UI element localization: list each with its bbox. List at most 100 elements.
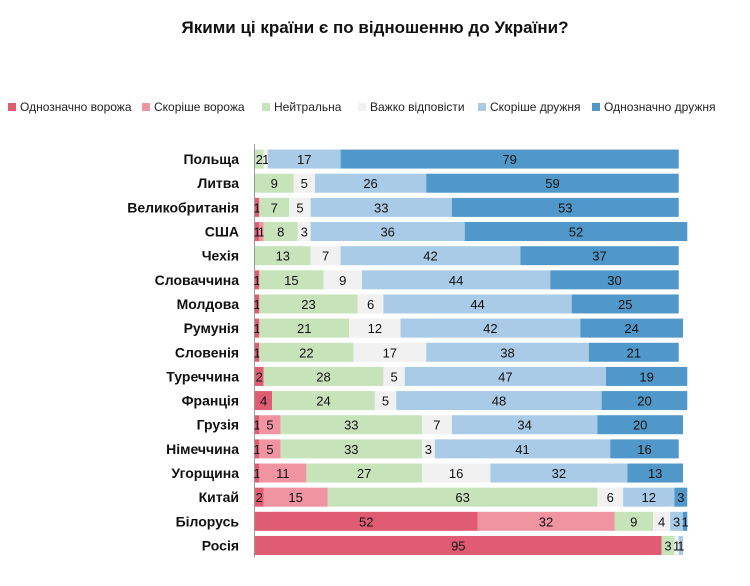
legend-swatch — [592, 102, 600, 111]
data-label: 1 — [254, 200, 261, 215]
bar-segment — [259, 197, 290, 217]
bar-segment — [610, 439, 679, 459]
data-label: 37 — [592, 249, 606, 264]
data-label: 9 — [271, 176, 278, 191]
bar-segment — [477, 511, 615, 531]
bar-segment — [383, 366, 405, 386]
data-label: 1 — [254, 418, 261, 433]
data-label: 33 — [374, 200, 388, 215]
bar-segment — [255, 197, 260, 217]
data-label: 7 — [271, 200, 278, 215]
bar-segment — [340, 149, 679, 169]
category-label: Румунія — [184, 320, 239, 336]
data-label: 48 — [492, 394, 506, 409]
data-label: 27 — [357, 466, 371, 481]
data-label: 15 — [288, 490, 302, 505]
bar-segment — [263, 149, 268, 169]
bar-segment — [310, 222, 465, 242]
bar-segment — [426, 342, 589, 362]
bar-segment — [259, 342, 354, 362]
bar-segment — [357, 294, 384, 314]
legend-label: Однозначно ворожа — [20, 100, 132, 114]
bar-segment — [314, 173, 427, 193]
bar-segment — [421, 415, 452, 435]
data-label: 11 — [276, 466, 290, 481]
bar-segment — [588, 342, 679, 362]
data-label: 42 — [423, 249, 437, 264]
category-label: Словаччина — [155, 272, 240, 288]
data-label: 4 — [260, 394, 267, 409]
bar-segment — [396, 391, 602, 411]
bar-segment — [310, 246, 341, 266]
data-label: 24 — [624, 321, 638, 336]
data-label: 3 — [425, 442, 432, 457]
legend-item: Важко відповісти — [358, 99, 465, 115]
bar-segment — [263, 487, 328, 507]
bar-segment — [400, 318, 581, 338]
data-label: 15 — [284, 273, 298, 288]
bar-segment — [255, 439, 260, 459]
data-label: 1 — [682, 514, 689, 529]
bar-segment — [263, 222, 298, 242]
bar-segment — [280, 415, 422, 435]
category-label: Угорщина — [171, 465, 239, 481]
data-label: 1 — [254, 225, 261, 240]
data-label: 12 — [368, 321, 382, 336]
chart-title: Якими ці країни є по відношенню до Украї… — [181, 18, 569, 37]
bar-segment — [259, 270, 324, 290]
data-label: 47 — [498, 369, 512, 384]
bar-segment — [674, 535, 679, 555]
bar-segment — [255, 535, 662, 555]
bar-segment — [383, 294, 572, 314]
bar-segment — [421, 439, 435, 459]
category-label: Словенія — [175, 344, 239, 360]
bar-segment — [490, 463, 628, 483]
bar-segment — [623, 487, 675, 507]
bar-segment — [421, 463, 491, 483]
data-label: 9 — [630, 514, 637, 529]
data-label: 5 — [266, 418, 273, 433]
bar-segment — [451, 415, 598, 435]
category-label: Грузія — [197, 417, 239, 433]
data-label: 5 — [266, 442, 273, 457]
bar-segment — [571, 294, 679, 314]
bar-segment — [323, 270, 362, 290]
bar-segment — [280, 439, 422, 459]
bar-segment — [340, 246, 521, 266]
data-label: 17 — [383, 345, 397, 360]
legend-swatch — [478, 102, 486, 111]
category-label: Росія — [202, 537, 239, 553]
bar-segment — [678, 535, 683, 555]
data-label: 13 — [276, 249, 290, 264]
category-label: США — [205, 224, 239, 240]
data-label: 1 — [254, 297, 261, 312]
legend-swatch — [142, 102, 150, 111]
data-label: 33 — [344, 418, 358, 433]
data-label: 32 — [539, 514, 553, 529]
bar-segment — [259, 318, 350, 338]
data-label: 1 — [677, 538, 684, 553]
bar-segment — [653, 511, 671, 531]
bar-segment — [259, 463, 307, 483]
legend-item: Однозначно дружня — [592, 99, 716, 115]
category-label: Білорусь — [176, 513, 240, 529]
data-label: 1 — [254, 321, 261, 336]
bar-segment — [297, 222, 311, 242]
bar-segment — [272, 391, 375, 411]
bar-segment — [255, 294, 260, 314]
bar-segment — [434, 439, 611, 459]
bar-segment — [601, 391, 688, 411]
bar-segment — [255, 173, 294, 193]
bar-segment — [464, 222, 688, 242]
data-label: 19 — [639, 369, 653, 384]
bar-segment — [255, 149, 264, 169]
legend-item: Однозначно ворожа — [8, 99, 132, 115]
data-label: 30 — [607, 273, 621, 288]
data-label: 44 — [470, 297, 484, 312]
data-label: 52 — [359, 514, 373, 529]
data-label: 22 — [299, 345, 313, 360]
bar-segment — [327, 487, 598, 507]
data-label: 21 — [297, 321, 311, 336]
data-label: 63 — [455, 490, 469, 505]
bar-segment — [374, 391, 397, 411]
